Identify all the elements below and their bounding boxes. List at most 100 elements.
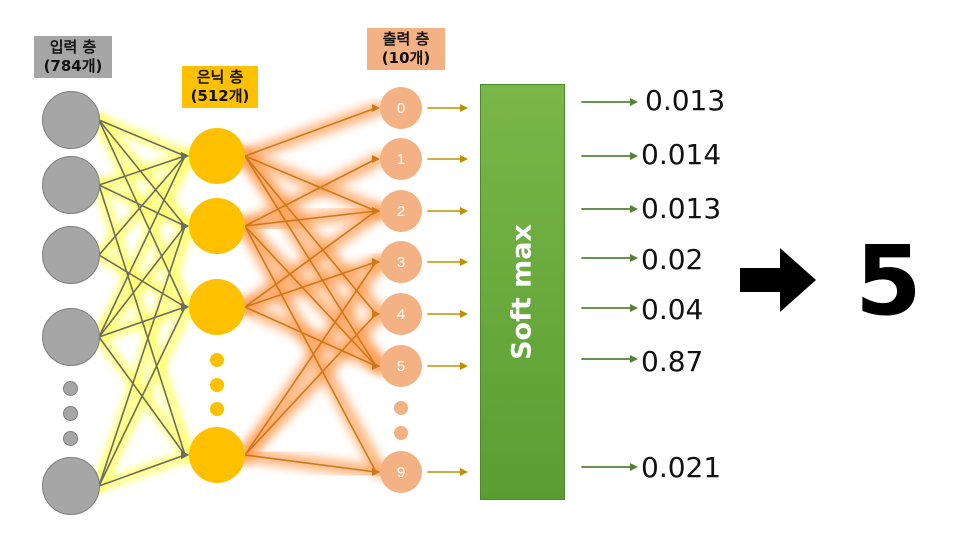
hidden-layer-label: 은닉 층 (512개) xyxy=(182,66,258,108)
input-hidden-arrowhead xyxy=(181,303,189,311)
hidden-output-edge xyxy=(244,225,377,367)
input-hidden-edge xyxy=(98,225,186,487)
softmax-probability-arrowhead xyxy=(630,254,638,262)
hidden-output-edge xyxy=(244,210,377,308)
input-node xyxy=(42,156,100,214)
output-ellipsis-dot xyxy=(394,401,408,415)
hidden-output-edge xyxy=(244,158,377,227)
input-hidden-edge xyxy=(98,155,186,338)
softmax-probability-arrowhead xyxy=(630,98,638,106)
output-to-softmax-arrows xyxy=(427,104,468,476)
input-hidden-edge xyxy=(98,306,186,487)
output-node-2: 2 xyxy=(380,190,422,232)
input-layer-title: 입력 층 xyxy=(49,38,97,56)
hidden-output-edge xyxy=(244,313,377,456)
probability-3: 0.02 xyxy=(641,243,704,276)
input-hidden-edge xyxy=(98,119,186,157)
output-node-9: 9 xyxy=(380,451,422,493)
output-node-0: 0 xyxy=(380,87,422,129)
hidden-output-edge xyxy=(244,155,377,212)
hidden-layer-title: 은닉 층 xyxy=(196,68,244,86)
hidden-node xyxy=(189,128,245,184)
hidden-output-arrowhead xyxy=(372,362,380,370)
hidden-output-edge xyxy=(244,261,377,308)
input-ellipsis-dot xyxy=(63,431,78,446)
result-arrow-icon xyxy=(740,248,816,312)
output-node-1: 1 xyxy=(380,138,422,180)
softmax-probability-arrowhead xyxy=(630,205,638,213)
input-node xyxy=(42,308,100,366)
hidden-node xyxy=(189,198,245,254)
output-softmax-arrowhead xyxy=(460,468,468,476)
input-layer-label: 입력 층 (784개) xyxy=(34,36,112,78)
input-hidden-edge xyxy=(98,119,186,308)
input-node xyxy=(42,91,100,149)
hidden-layer-count: (512개) xyxy=(190,87,250,105)
output-softmax-arrowhead xyxy=(460,310,468,318)
softmax-probability-arrowhead xyxy=(630,304,638,312)
input-ellipsis-dot xyxy=(63,406,78,421)
output-softmax-arrowhead xyxy=(460,104,468,112)
hidden-node xyxy=(189,279,245,335)
output-layer-count: (10개) xyxy=(381,49,431,67)
hidden-ellipsis-dot xyxy=(210,402,224,416)
softmax-block xyxy=(480,84,565,500)
input-hidden-edge xyxy=(98,306,186,338)
output-layer-title: 출력 층 xyxy=(382,30,430,48)
hidden-output-arrowhead xyxy=(372,155,380,163)
hidden-output-edge xyxy=(244,261,377,456)
probability-0: 0.013 xyxy=(645,84,726,117)
softmax-probability-arrowhead xyxy=(630,152,638,160)
hidden-output-arrowhead xyxy=(372,258,380,266)
hidden-output-edge xyxy=(244,210,377,227)
input-layer-count: (784개) xyxy=(43,57,103,75)
hidden-output-edge xyxy=(244,155,377,315)
hidden-output-arrowhead xyxy=(372,104,380,112)
hidden-output-glow xyxy=(238,101,387,479)
input-node xyxy=(42,457,100,515)
hidden-output-arrowhead xyxy=(372,310,380,318)
input-hidden-arrowhead xyxy=(181,152,189,160)
input-hidden-arrowhead xyxy=(181,451,189,459)
hidden-node xyxy=(189,427,245,483)
probability-4: 0.04 xyxy=(641,293,704,326)
hidden-output-connections xyxy=(244,104,380,476)
output-node-4: 4 xyxy=(380,293,422,335)
input-ellipsis-dot xyxy=(63,381,78,396)
output-softmax-arrowhead xyxy=(460,362,468,370)
input-hidden-edge xyxy=(98,184,186,456)
input-hidden-arrowhead xyxy=(181,222,189,230)
softmax-probability-arrowhead xyxy=(630,355,638,363)
hidden-output-arrowhead xyxy=(372,207,380,215)
softmax-to-probability-arrows xyxy=(581,98,638,471)
probability-2: 0.013 xyxy=(641,192,722,225)
hidden-ellipsis-dot xyxy=(210,378,224,392)
output-softmax-arrowhead xyxy=(460,207,468,215)
output-layer-label: 출력 층 (10개) xyxy=(367,28,445,70)
output-softmax-arrowhead xyxy=(460,258,468,266)
output-softmax-arrowhead xyxy=(460,155,468,163)
hidden-output-arrowhead xyxy=(372,468,380,476)
output-ellipsis-dot xyxy=(394,426,408,440)
hidden-output-edge xyxy=(244,454,377,473)
input-hidden-edge xyxy=(98,454,186,487)
hidden-output-edge xyxy=(244,225,377,473)
softmax-label: Soft max xyxy=(506,224,538,360)
probability-5: 0.87 xyxy=(641,345,704,378)
probability-1: 0.014 xyxy=(641,138,722,171)
softmax-probability-arrowhead xyxy=(630,463,638,471)
predicted-digit: 5 xyxy=(855,225,922,337)
input-hidden-edge xyxy=(98,225,186,338)
hidden-output-edge xyxy=(244,107,377,157)
hidden-output-edge xyxy=(244,306,377,367)
input-hidden-edge xyxy=(98,155,186,256)
input-hidden-edge xyxy=(98,119,186,227)
input-hidden-edge xyxy=(98,155,186,186)
output-node-3: 3 xyxy=(380,241,422,283)
input-node xyxy=(42,226,100,284)
hidden-ellipsis-dot xyxy=(210,353,224,367)
probability-9: 0.021 xyxy=(641,451,722,484)
output-node-5: 5 xyxy=(380,345,422,387)
hidden-output-edge xyxy=(244,155,377,367)
